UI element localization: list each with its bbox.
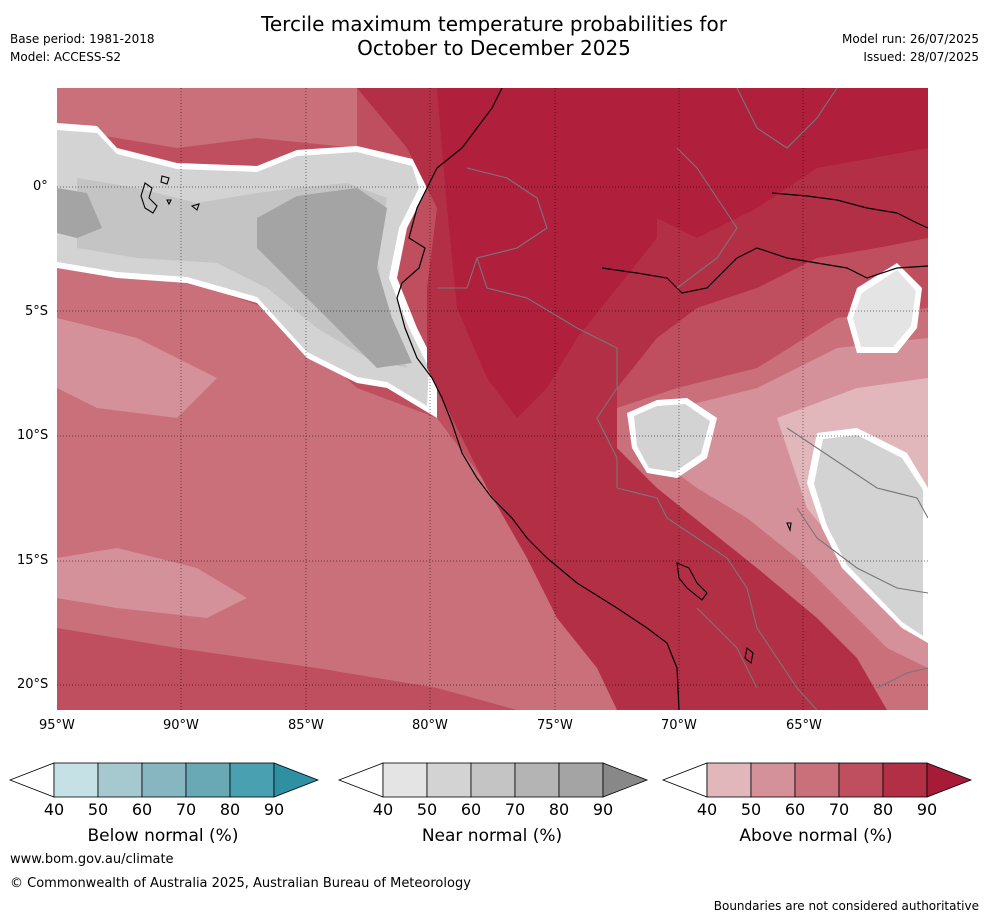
issued-date: Issued: 28/07/2025 [863, 50, 979, 64]
above-normal-colorbar [661, 762, 973, 798]
colorbar-segment [602, 762, 649, 798]
colorbar-segment [8, 762, 55, 798]
colorbar-segment [141, 762, 187, 798]
model-name: Model: ACCESS-S2 [10, 50, 122, 64]
base-period: Base period: 1981-2018 [10, 32, 155, 46]
colorbar-segment [273, 762, 320, 798]
colorbar-segment [514, 762, 560, 798]
model-run: Model run: 26/07/2025 [841, 32, 979, 46]
lon-tick-label: 90°W [163, 718, 199, 733]
colorbar-segment [750, 762, 796, 798]
colorbar-tick-label: 80 [548, 800, 570, 819]
galapagos-islands [140, 175, 200, 214]
website-link[interactable]: www.bom.gov.au/climate [10, 852, 174, 867]
near-80-90-region [57, 188, 102, 238]
above-70-80-region [57, 628, 517, 710]
above-50-60-region [57, 318, 217, 418]
colorbar-segment [838, 762, 884, 798]
colorbar-tick-label: 40 [372, 800, 394, 819]
near-40-50-region [814, 435, 923, 636]
near-40-50-region [634, 404, 710, 472]
above-60-70-region [57, 88, 357, 148]
colorbar-tick-label: 90 [592, 800, 614, 819]
colorbar-segment [661, 762, 708, 798]
meta-left: Base period: 1981-2018 Model: ACCESS-S2 [10, 30, 155, 66]
colorbar-tick-label: 40 [696, 800, 718, 819]
meta-right: Model run: 26/07/2025 Issued: 28/07/2025 [842, 30, 979, 66]
colorbar-segment [426, 762, 472, 798]
colorbar-tick-label: 70 [504, 800, 526, 819]
colorbar-tick-label: 80 [872, 800, 894, 819]
colorbar-segment [53, 762, 99, 798]
river-line [771, 192, 928, 229]
river-line [601, 247, 928, 294]
colorbar-segment [382, 762, 428, 798]
colorbar-tick-label: 90 [916, 800, 938, 819]
near-normal-label: Near normal (%) [421, 826, 563, 846]
above-normal-label: Above normal (%) [739, 826, 893, 846]
lon-tick-label: 95°W [39, 718, 75, 733]
near-normal-colorbar [337, 762, 649, 798]
below-normal-label: Below normal (%) [87, 826, 239, 846]
colorbar-segment [706, 762, 752, 798]
lon-tick-label: 80°W [412, 718, 448, 733]
title-line-2: October to December 2025 [357, 36, 631, 60]
above-90-region [657, 88, 928, 238]
near-40-50-region [853, 270, 916, 347]
lat-tick-label: 15°S [17, 553, 49, 568]
lat-tick-label: 20°S [17, 677, 49, 692]
lon-tick-label: 85°W [288, 718, 324, 733]
colorbar-tick-label: 60 [784, 800, 806, 819]
colorbar-segment [882, 762, 928, 798]
graticule [57, 88, 928, 710]
lake-outline [676, 522, 792, 665]
above-90-region [437, 88, 657, 418]
colorbar-segment [794, 762, 840, 798]
colorbar-tick-label: 50 [87, 800, 109, 819]
copyright-text: © Commonwealth of Australia 2025, Austra… [10, 876, 471, 891]
probability-map [57, 88, 928, 710]
coastline [396, 88, 680, 710]
country-borders [437, 88, 928, 710]
colorbar-tick-label: 60 [460, 800, 482, 819]
lon-tick-label: 65°W [786, 718, 822, 733]
near-80-90-region [257, 188, 412, 368]
colorbar-tick-label: 60 [131, 800, 153, 819]
colorbar-tick-label: 40 [43, 800, 65, 819]
title-line-1: Tercile maximum temperature probabilitie… [261, 12, 727, 36]
disclaimer-text: Boundaries are not considered authoritat… [713, 899, 979, 913]
lat-tick-label: 10°S [17, 428, 49, 443]
colorbar-tick-label: 50 [416, 800, 438, 819]
colorbar-segment [558, 762, 604, 798]
colorbar-tick-label: 70 [828, 800, 850, 819]
colorbar-segment [185, 762, 231, 798]
colorbar-tick-label: 80 [219, 800, 241, 819]
colorbar-segment [97, 762, 143, 798]
lat-tick-label: 0° [33, 179, 48, 194]
colorbar-tick-label: 70 [175, 800, 197, 819]
above-50-60-region [57, 548, 247, 618]
lon-tick-label: 70°W [661, 718, 697, 733]
colorbar-tick-label: 50 [740, 800, 762, 819]
map-title: Tercile maximum temperature probabilitie… [0, 12, 988, 60]
below-normal-colorbar [8, 762, 320, 798]
colorbar-segment [229, 762, 275, 798]
colorbar-segment [470, 762, 516, 798]
lon-tick-label: 75°W [537, 718, 573, 733]
colorbar-segment [337, 762, 384, 798]
lat-tick-label: 5°S [25, 304, 49, 319]
colorbar-tick-label: 90 [263, 800, 285, 819]
colorbar-segment [926, 762, 973, 798]
colorbar-group [8, 762, 973, 798]
